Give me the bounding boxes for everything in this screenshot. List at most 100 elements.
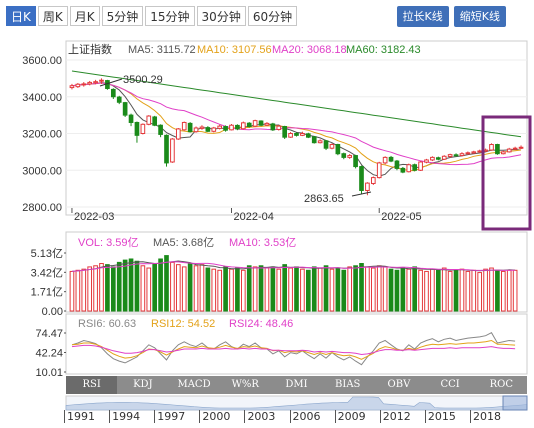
kline-x-tick: 2022-03: [74, 211, 114, 223]
vol-legend-ma10: MA10: 3.53亿: [229, 236, 296, 249]
indicator-tab-bias[interactable]: BIAS: [335, 379, 361, 390]
rsi-y-tick: 10.01: [35, 367, 63, 379]
candle: [471, 151, 477, 154]
volume-bar: [246, 265, 252, 312]
candle: [264, 122, 270, 126]
indicator-tab-obv[interactable]: OBV: [387, 379, 411, 390]
indicator-tab-dmi[interactable]: DMI: [285, 379, 308, 390]
volume-bar: [193, 265, 199, 312]
ma60-line: [71, 70, 522, 138]
volume-bar: [471, 269, 477, 312]
candle: [116, 96, 122, 103]
timeline-sparkline: [65, 396, 528, 411]
volume-bar: [211, 268, 217, 312]
volume-bar: [235, 267, 240, 312]
period-tab-4[interactable]: 15分钟: [145, 6, 195, 26]
candle: [294, 133, 299, 136]
candle: [276, 125, 282, 130]
volume-bar: [99, 263, 104, 312]
candle: [75, 83, 81, 88]
volume-bar: [323, 265, 329, 312]
zoom-buttons: 拉长K线 缩短K线: [392, 6, 506, 27]
candle: [477, 150, 483, 153]
period-tab-6[interactable]: 60分钟: [247, 6, 298, 26]
volume-bar: [370, 267, 376, 312]
volume-bar: [205, 267, 211, 312]
candle: [181, 121, 187, 131]
volume-bar: [477, 272, 483, 312]
indicator-tab-cci[interactable]: CCI: [440, 379, 460, 390]
volume-bar: [146, 267, 152, 312]
period-tab-1[interactable]: 周K: [37, 6, 68, 26]
indicator-tab-kdj[interactable]: KDJ: [133, 379, 153, 390]
timeline-year-label: 2012: [379, 410, 411, 423]
indicator-tab-roc[interactable]: ROC: [489, 379, 514, 390]
candle: [93, 81, 98, 84]
volume-ma10-line: [71, 261, 516, 272]
candle: [412, 164, 418, 171]
candle: [205, 127, 211, 132]
kline-y-tick: 3000.00: [22, 165, 62, 177]
volume-bar: [164, 255, 169, 312]
rsi6-line: [71, 332, 516, 366]
candle: [270, 123, 276, 131]
annotations: 3500.29 2863.65: [99, 74, 372, 205]
candle: [187, 122, 193, 133]
volume-bar: [317, 267, 323, 312]
period-tab-5[interactable]: 30分钟: [196, 6, 246, 26]
kline-y-tick: 3400.00: [22, 92, 62, 104]
volume-bar: [229, 268, 234, 312]
period-tab-2[interactable]: 月K: [69, 6, 100, 26]
kline-y-ticks: 3600.00 3400.00 3200.00 3000.00 2800.00: [22, 55, 62, 214]
volume-bar: [300, 268, 305, 312]
timeline-window[interactable]: [502, 395, 528, 411]
highlight-box: [481, 115, 532, 231]
timeline-year-label: 1994: [109, 410, 140, 423]
rsi-legend-rsi12: RSI12: 54.52: [151, 318, 215, 330]
volume-bar: [453, 269, 459, 312]
legend-ma5: MA5: 3115.72: [128, 44, 196, 56]
rsi24-line: [71, 344, 516, 356]
volume-bar: [441, 267, 447, 312]
indicator-tab-wr[interactable]: W%R: [231, 379, 259, 390]
period-tab-3[interactable]: 5分钟: [101, 6, 144, 26]
indicator-tab-rsi[interactable]: RSI: [66, 376, 118, 394]
candle: [122, 102, 128, 116]
candle: [441, 155, 447, 160]
volume-bar: [252, 266, 258, 312]
zoom-in-button[interactable]: 拉长K线: [396, 6, 449, 27]
rsi-legend-rsi24: RSI24: 48.46: [229, 318, 293, 330]
volume-bar: [217, 269, 223, 312]
rsi-y-ticks: 74.47 42.24 10.01: [35, 328, 66, 379]
candle: [394, 160, 400, 169]
volume-bar: [435, 269, 441, 312]
candle: [282, 126, 288, 138]
low-annotation: 2863.65: [304, 193, 344, 205]
candle: [246, 122, 252, 128]
volume-bar: [311, 266, 317, 312]
rsi-lines: [71, 332, 516, 366]
period-tab-0[interactable]: 日K: [6, 6, 36, 26]
candle: [258, 120, 264, 126]
candle: [323, 140, 329, 149]
indicator-tab-macd[interactable]: MACD: [177, 379, 211, 390]
candle: [317, 140, 323, 144]
candle: [223, 126, 228, 131]
volume-bar: [134, 260, 140, 312]
zoom-out-button[interactable]: 缩短K线: [453, 6, 506, 27]
volume-bar: [382, 266, 388, 312]
candle: [140, 123, 146, 134]
candle: [240, 122, 246, 130]
volume-bar: [276, 268, 282, 312]
candle: [388, 156, 394, 162]
timeline-year-label: 2009: [334, 410, 366, 423]
kline-x-tick: 2022-04: [234, 211, 274, 223]
volume-bar: [69, 270, 75, 312]
volume-bar: [140, 265, 146, 312]
volume-bar: [294, 266, 299, 312]
candle: [435, 157, 441, 160]
volume-bar: [258, 265, 264, 312]
volume-bar: [412, 266, 418, 312]
candle: [300, 133, 305, 136]
